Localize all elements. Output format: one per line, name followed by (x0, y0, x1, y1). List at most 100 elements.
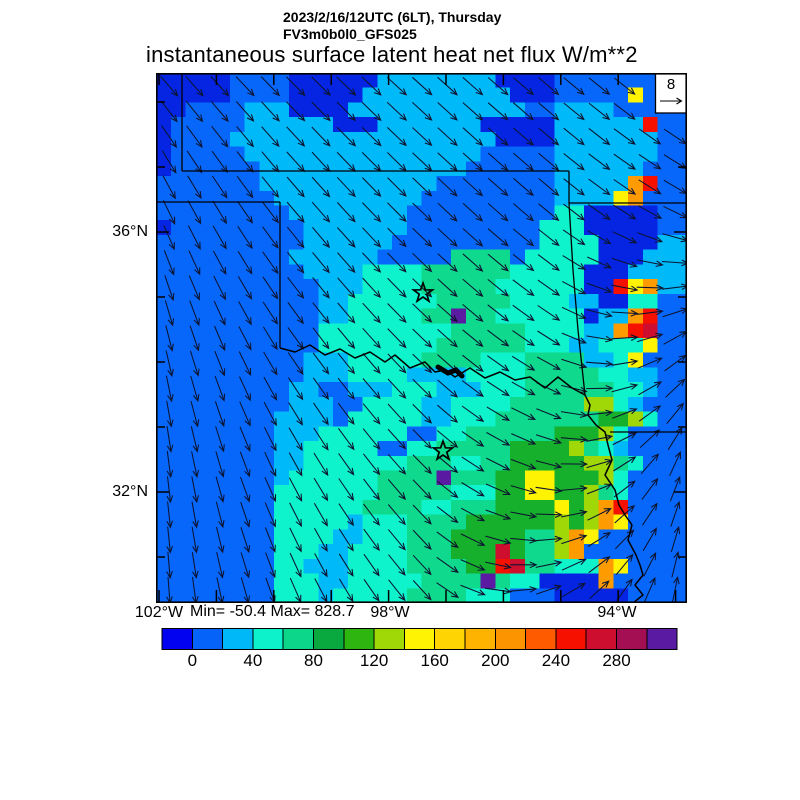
flux-cell-run (554, 485, 585, 501)
wind-arrow (289, 552, 302, 578)
colorbar-segment (282, 628, 314, 650)
flux-cell-run (524, 102, 555, 118)
flux-cell-run (539, 220, 585, 236)
colorbar-tick-label: 240 (541, 651, 571, 670)
flux-cell-run (613, 455, 629, 471)
wind-arrow (286, 251, 305, 274)
colorbar-segment (161, 628, 193, 650)
flux-cell-run (628, 190, 644, 206)
wind-arrow (387, 277, 407, 298)
flux-cell-run (274, 529, 334, 545)
flux-cell-run (598, 249, 644, 265)
wind-arrow (462, 278, 484, 297)
wind-arrow (362, 453, 381, 476)
reference-speed-value: 8 (667, 76, 675, 93)
wind-arrow (586, 335, 614, 343)
flux-cell-run (406, 544, 452, 560)
flux-cell-run (569, 499, 585, 516)
wind-arrow (166, 425, 174, 453)
flux-cell-run (613, 514, 629, 530)
wind-vector-layer (160, 75, 690, 605)
colorbar-tick-label: 120 (359, 651, 389, 670)
wind-arrow (460, 507, 486, 522)
wind-arrow (186, 125, 203, 148)
flux-cell-run (583, 396, 614, 413)
wind-arrow (213, 275, 226, 301)
wind-arrow (436, 480, 459, 499)
wind-arrow (286, 201, 305, 223)
wind-arrow (436, 430, 459, 448)
flux-cell-run (465, 514, 555, 530)
wind-arrow (513, 152, 534, 171)
wind-arrow (214, 401, 226, 428)
flux-cell-run (303, 234, 393, 251)
flux-cell-run (628, 411, 644, 427)
wind-arrow (336, 176, 356, 198)
wind-arrow (637, 232, 664, 243)
wind-arrow (462, 354, 484, 372)
flux-cell-run (156, 558, 275, 574)
flux-cell-run (156, 102, 186, 118)
lon-label-94w: 94°W (597, 604, 637, 621)
wind-arrow (387, 428, 407, 450)
flux-cell-run (642, 323, 658, 339)
flux-cell-run (583, 544, 688, 560)
wind-arrow (238, 351, 252, 377)
wind-arrow (486, 406, 511, 421)
wind-arrow (288, 452, 303, 477)
flux-cell-run (156, 573, 275, 589)
wind-arrow (611, 257, 639, 268)
flux-cell-run (495, 573, 511, 589)
wind-arrow (536, 584, 563, 595)
wind-arrow (237, 276, 253, 300)
wind-arrow (166, 476, 174, 504)
wind-arrow (538, 203, 560, 222)
flux-cell-run (377, 441, 408, 457)
wind-arrow (287, 352, 304, 375)
flux-cell-run (333, 529, 363, 545)
wind-arrow (537, 279, 561, 296)
wind-arrow (362, 252, 382, 273)
flux-cell-run (657, 382, 688, 398)
wind-arrow (538, 102, 560, 121)
wind-arrow (191, 526, 199, 554)
wind-arrow (588, 556, 611, 574)
flux-cell-run (170, 131, 231, 148)
wind-arrow (362, 227, 382, 248)
wind-arrow (462, 177, 484, 197)
wind-arrow (214, 376, 226, 402)
wind-arrow (511, 433, 537, 445)
wind-arrow (240, 476, 251, 503)
wind-arrow (563, 127, 585, 146)
wind-arrow (311, 76, 331, 96)
wind-arrow (436, 506, 459, 524)
flux-cell-run (583, 455, 614, 471)
wind-arrow (387, 328, 407, 349)
wind-arrow (510, 485, 537, 495)
flux-cell-run (318, 544, 349, 560)
wind-arrow (437, 202, 458, 222)
flux-cell-run (583, 529, 599, 545)
wind-arrow (286, 76, 306, 97)
flux-cell-run (465, 426, 555, 442)
flux-cell-run (642, 396, 688, 413)
wind-arrow (189, 300, 200, 327)
wind-arrow (537, 330, 561, 346)
flux-cell-run (347, 514, 363, 530)
wind-arrow (311, 126, 331, 147)
flux-cell-run (377, 249, 452, 265)
wind-arrow (666, 402, 685, 425)
wind-arrow (336, 76, 357, 96)
wind-arrow (412, 454, 432, 475)
wind-arrow (616, 578, 633, 601)
colorbar-segment (616, 628, 648, 650)
flux-cell-run (318, 293, 349, 309)
wind-arrow (214, 350, 226, 377)
wind-arrow (211, 175, 228, 199)
wind-arrow (215, 476, 225, 503)
wind-arrow (215, 426, 225, 453)
colorbar-segment (464, 628, 496, 650)
flux-cell-run (274, 499, 363, 516)
wind-arrow (261, 176, 280, 198)
wind-arrow (512, 127, 535, 146)
